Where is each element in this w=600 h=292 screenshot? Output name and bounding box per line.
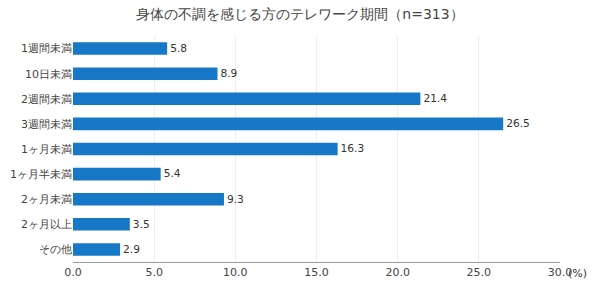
svg-text:15.0: 15.0 xyxy=(304,266,329,279)
svg-text:1ヶ月半未満: 1ヶ月半未満 xyxy=(10,168,72,181)
svg-text:10.0: 10.0 xyxy=(223,266,248,279)
svg-text:16.3: 16.3 xyxy=(341,142,365,155)
svg-text:身体の不調を感じる方のテレワーク期間（n=313）: 身体の不調を感じる方のテレワーク期間（n=313） xyxy=(136,6,463,22)
svg-text:2ヶ月以上: 2ヶ月以上 xyxy=(21,218,72,231)
svg-text:3.5: 3.5 xyxy=(133,218,150,231)
svg-text:2.9: 2.9 xyxy=(123,243,140,256)
svg-text:3週間未満: 3週間未満 xyxy=(21,118,72,131)
svg-text:8.9: 8.9 xyxy=(220,67,237,80)
svg-text:20.0: 20.0 xyxy=(385,266,410,279)
svg-text:1ヶ月未満: 1ヶ月未満 xyxy=(21,143,72,156)
svg-text:(%): (%) xyxy=(568,267,587,280)
svg-text:26.5: 26.5 xyxy=(506,117,530,130)
svg-text:1週間未満: 1週間未満 xyxy=(21,42,72,55)
svg-text:9.3: 9.3 xyxy=(227,193,244,206)
svg-text:10日未満: 10日未満 xyxy=(25,68,72,81)
svg-text:5.8: 5.8 xyxy=(170,42,187,55)
svg-text:その他: その他 xyxy=(39,243,72,256)
svg-text:5.0: 5.0 xyxy=(145,266,163,279)
svg-text:30.0: 30.0 xyxy=(548,266,573,279)
svg-text:21.4: 21.4 xyxy=(423,92,447,105)
svg-text:2ヶ月未満: 2ヶ月未満 xyxy=(21,193,72,206)
svg-text:5.4: 5.4 xyxy=(164,167,181,180)
svg-text:25.0: 25.0 xyxy=(467,266,492,279)
svg-text:2週間未満: 2週間未満 xyxy=(21,93,72,106)
svg-text:0.0: 0.0 xyxy=(64,266,82,279)
